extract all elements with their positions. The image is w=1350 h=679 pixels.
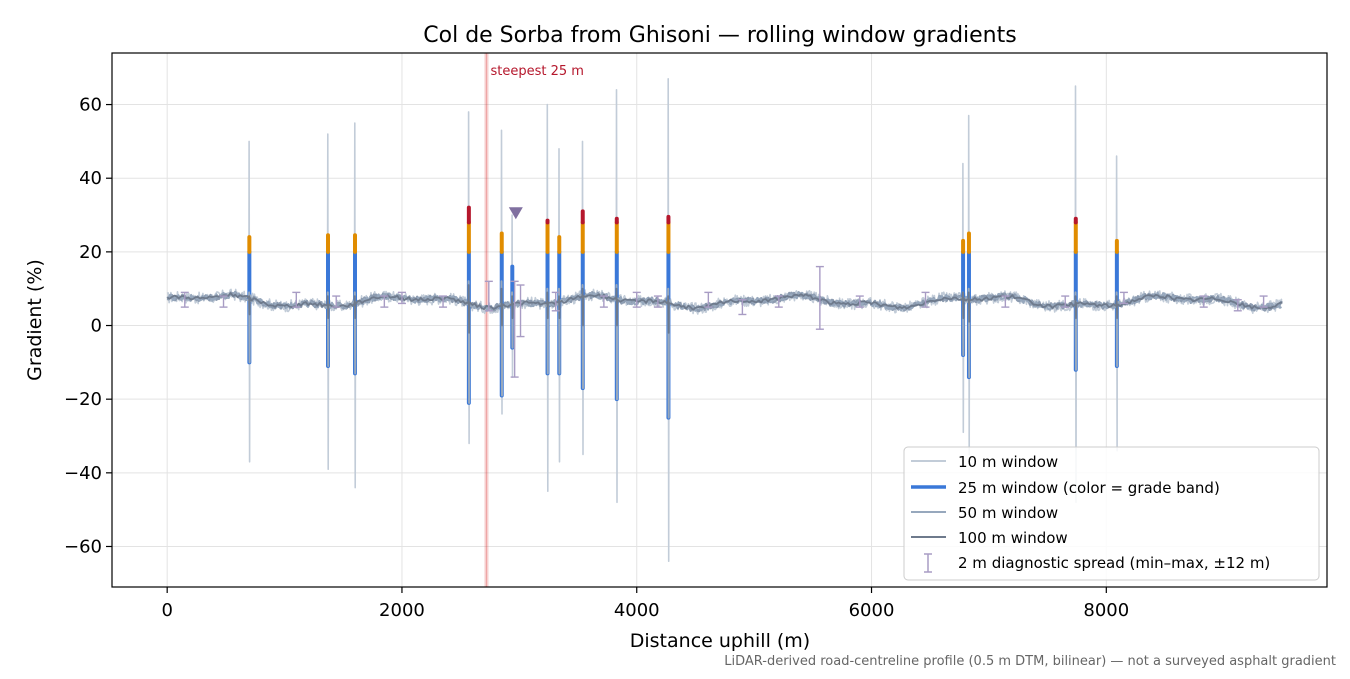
- legend-label-25m: 25 m window (color = grade band): [958, 479, 1220, 497]
- series-layer: [166, 78, 1283, 562]
- diagnostic-spread-bar-15: [738, 299, 747, 316]
- y-tick-label-2: −20: [64, 389, 102, 410]
- diagnostic-spread-bar-23: [1199, 295, 1208, 308]
- legend-label-diagnostic: 2 m diagnostic spread (min–max, ±12 m): [958, 554, 1270, 572]
- legend: 10 m window 25 m window (color = grade b…: [903, 446, 1320, 581]
- y-tick-label-5: 40: [79, 168, 102, 189]
- x-tick-label-2: 4000: [614, 600, 660, 621]
- legend-entry-25m: 25 m window (color = grade band): [911, 479, 1220, 497]
- legend-swatch-diagnostic: [924, 553, 932, 573]
- diagnostic-spread-bar-12: [632, 291, 641, 308]
- diagnostic-spread-bar-5: [397, 291, 406, 305]
- y-tick-label-1: −40: [64, 463, 102, 484]
- diagnostic-spread-bar-16: [774, 295, 783, 308]
- diagnostic-spread-bar-25: [1259, 295, 1268, 308]
- diagnostic-spread-bar-0: [180, 291, 189, 308]
- legend-label-100m: 100 m window: [958, 529, 1068, 547]
- steepest-marker-band: [484, 53, 489, 587]
- series-100m-line: [166, 284, 1283, 334]
- diagnostic-spread-bar-11: [599, 295, 608, 308]
- y-tick-label-4: 20: [79, 242, 102, 263]
- diagnostic-spread-bar-22: [1119, 291, 1128, 305]
- legend-entry-100m: 100 m window: [911, 529, 1068, 547]
- diagnostic-spread-bar-9: [516, 284, 525, 338]
- diagnostic-spread-bar-18: [855, 295, 864, 308]
- y-tick-label-0: −60: [64, 536, 102, 557]
- diagnostic-spread-bar-10: [551, 291, 560, 312]
- legend-entry-10m: 10 m window: [911, 453, 1058, 471]
- diagnostic-spread-bar-24: [1233, 299, 1242, 312]
- diagnostic-spread-bar-4: [380, 295, 389, 308]
- y-tick-label-6: 60: [79, 95, 102, 116]
- diagnostic-spread-bar-21: [1061, 295, 1070, 308]
- diagnostic-spread-bar-2: [292, 291, 301, 308]
- diagnostic-spread-bar-7: [484, 280, 493, 312]
- diagnostic-spread-bar-19: [921, 291, 930, 308]
- diagnostic-spread-bar-6: [439, 295, 448, 308]
- y-tick-label-3: 0: [91, 316, 102, 337]
- steepest-marker-label: steepest 25 m: [490, 64, 583, 79]
- diagnostic-spread-bar-3: [332, 295, 341, 308]
- legend-entry-50m: 50 m window: [911, 504, 1058, 522]
- footnote: LiDAR-derived road-centreline profile (0…: [724, 654, 1336, 669]
- diagnostic-spread-bar-14: [704, 291, 713, 308]
- legend-entry-diagnostic: 2 m diagnostic spread (min–max, ±12 m): [924, 553, 1270, 573]
- plot-frame: [111, 52, 1328, 588]
- diagnostic-spread-bar-1: [219, 295, 228, 308]
- x-tick-label-0: 0: [161, 600, 172, 621]
- x-axis-label: Distance uphill (m): [630, 630, 810, 652]
- diagnostic-spread-bar-17: [815, 265, 824, 330]
- x-tick-label-3: 6000: [849, 600, 895, 621]
- legend-label-10m: 10 m window: [958, 453, 1058, 471]
- diagnostic-spread-bar-8: [510, 280, 519, 378]
- grid-layer: [112, 53, 1327, 587]
- chart-title: Col de Sorba from Ghisoni — rolling wind…: [423, 23, 1016, 48]
- diagnostic-spread-bar-20: [1001, 295, 1010, 308]
- triangle-marker: [508, 207, 523, 220]
- axes-layer: 0 2000 4000 6000 8000 −60 −40 −20 0 20 40 60: [64, 52, 1328, 621]
- x-tick-label-1: 2000: [379, 600, 425, 621]
- diagnostic-spread-bar-13: [653, 295, 662, 308]
- steepest-marker-layer: steepest 25 m: [484, 53, 584, 587]
- x-tick-label-4: 8000: [1083, 600, 1129, 621]
- y-axis-label: Gradient (%): [24, 259, 46, 381]
- legend-label-50m: 50 m window: [958, 504, 1058, 522]
- legend-frame: [903, 446, 1320, 581]
